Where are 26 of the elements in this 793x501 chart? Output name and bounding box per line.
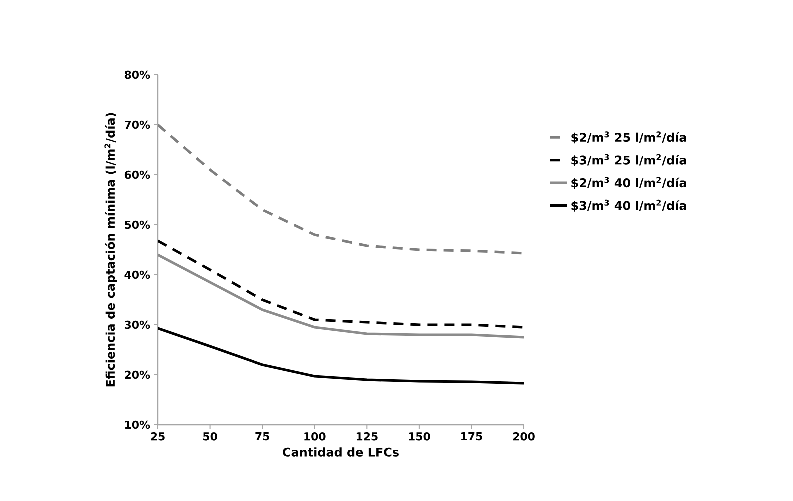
legend-label: $2/m$^{3}$ 25 l/m$^{2}$/día — [572, 132, 686, 144]
y-axis-title: Eficiencia de captación mínima (l/m$^{2}$/día) — [104, 113, 118, 387]
x-tick-label: 200 — [513, 432, 535, 441]
line-series — [158, 124, 524, 255]
legend-label: $3/m$^{3}$ 40 l/m$^{2}$/día — [572, 200, 686, 212]
x-tick-label: 175 — [462, 432, 482, 441]
line-series — [158, 240, 524, 329]
x-axis-title: Cantidad de LFCs — [283, 448, 399, 457]
x-tick-label: 75 — [256, 432, 270, 441]
y-tick-label: 70% — [124, 120, 150, 130]
line-series — [158, 254, 524, 339]
y-tick-label: 80% — [124, 70, 150, 80]
legend-label: $2/m$^{3}$ 40 l/m$^{2}$/día — [572, 177, 686, 190]
y-tick-label: 40% — [124, 270, 150, 280]
y-tick-label: 50% — [125, 220, 150, 230]
x-tick-label: 125 — [356, 432, 378, 441]
y-tick-label: 10% — [125, 420, 150, 430]
x-tick-label: 150 — [409, 432, 430, 441]
line-series — [158, 327, 524, 385]
x-tick-label: 100 — [304, 432, 326, 441]
x-tick-label: 25 — [151, 432, 165, 441]
y-tick-label: 30% — [124, 320, 150, 330]
x-tick-label: 50 — [204, 432, 218, 441]
y-tick-label: 20% — [125, 370, 150, 380]
legend-label: $3/m$^{3}$ 25 l/m$^{2}$/día — [572, 154, 686, 166]
y-tick-label: 60% — [124, 170, 150, 180]
